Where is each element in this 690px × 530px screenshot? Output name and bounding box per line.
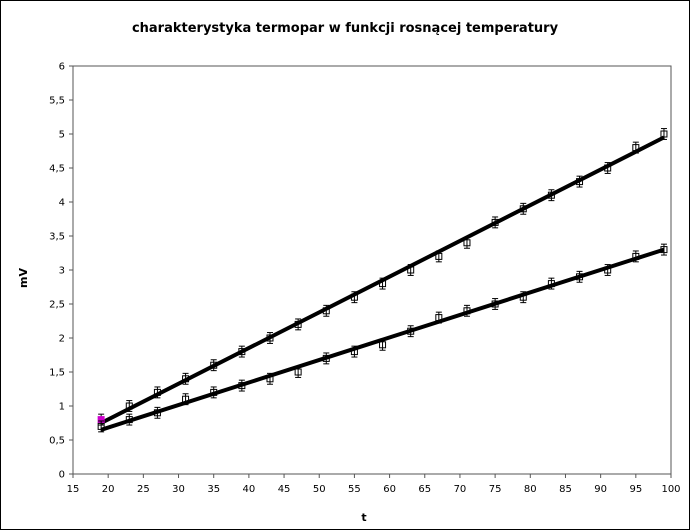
x-tick-label: 75 bbox=[489, 484, 502, 495]
data-point bbox=[463, 236, 471, 249]
data-point bbox=[350, 345, 358, 358]
x-tick-label: 65 bbox=[418, 484, 431, 495]
data-point bbox=[660, 128, 668, 140]
data-points bbox=[97, 128, 668, 433]
data-point bbox=[576, 270, 584, 283]
x-tick-label: 55 bbox=[348, 484, 361, 495]
data-point bbox=[463, 304, 471, 317]
data-point bbox=[266, 332, 274, 344]
data-point bbox=[604, 162, 612, 174]
data-point bbox=[547, 189, 555, 202]
y-axis-label: mV bbox=[17, 268, 30, 288]
data-point bbox=[379, 338, 387, 351]
y-tick-label: 5 bbox=[59, 130, 65, 141]
data-point bbox=[294, 366, 302, 378]
x-tick-label: 100 bbox=[661, 484, 680, 495]
data-point bbox=[238, 345, 246, 358]
x-tick-label: 50 bbox=[313, 484, 326, 495]
y-tick-label: 2 bbox=[59, 334, 65, 345]
data-point bbox=[210, 386, 218, 399]
plot-area bbox=[72, 65, 672, 475]
data-point bbox=[182, 393, 190, 406]
data-point bbox=[407, 325, 415, 338]
x-tick-label: 35 bbox=[207, 484, 220, 495]
data-point bbox=[660, 243, 668, 256]
y-tick-label: 6 bbox=[59, 62, 65, 73]
data-point bbox=[266, 372, 274, 385]
y-tick-label: 2,5 bbox=[49, 300, 65, 311]
data-point bbox=[519, 202, 527, 215]
x-tick-label: 60 bbox=[383, 484, 396, 495]
y-tick-label: 0,5 bbox=[49, 436, 65, 447]
data-point bbox=[97, 420, 105, 433]
x-tick-label: 45 bbox=[278, 484, 291, 495]
y-tick-label: 4 bbox=[59, 198, 65, 209]
data-point bbox=[435, 311, 443, 324]
data-point bbox=[632, 141, 640, 154]
data-point bbox=[604, 264, 612, 276]
data-point bbox=[407, 264, 415, 276]
data-point bbox=[125, 413, 133, 426]
x-axis-label: t bbox=[361, 511, 366, 524]
x-axis: 15 20 25 30 35 40 45 50 55 60 65 70 75 80 85 90 95 100 bbox=[67, 474, 681, 495]
data-point bbox=[322, 352, 330, 365]
y-tick-label: 1 bbox=[59, 402, 65, 413]
data-point bbox=[294, 318, 302, 331]
data-point bbox=[238, 379, 246, 392]
x-tick-label: 15 bbox=[67, 484, 80, 495]
data-point bbox=[491, 216, 499, 229]
x-tick-label: 70 bbox=[454, 484, 467, 495]
y-tick-label: 1,5 bbox=[49, 368, 65, 379]
data-point bbox=[491, 298, 499, 310]
y-tick-label: 5,5 bbox=[49, 96, 65, 107]
x-tick-label: 25 bbox=[137, 484, 150, 495]
data-point bbox=[576, 175, 584, 188]
x-tick-label: 30 bbox=[172, 484, 185, 495]
y-tick-label: 3,5 bbox=[49, 232, 65, 243]
data-point bbox=[182, 372, 190, 385]
data-point bbox=[153, 406, 161, 419]
data-point bbox=[435, 250, 443, 263]
data-point bbox=[153, 386, 161, 399]
x-tick-label: 20 bbox=[102, 484, 115, 495]
data-point bbox=[519, 291, 527, 304]
data-point bbox=[379, 277, 387, 290]
y-tick-label: 4,5 bbox=[49, 164, 65, 175]
y-tick-label: 3 bbox=[59, 266, 65, 277]
x-tick-label: 40 bbox=[243, 484, 256, 495]
data-point bbox=[350, 291, 358, 304]
x-tick-label: 90 bbox=[594, 484, 607, 495]
data-point bbox=[632, 250, 640, 263]
data-point bbox=[547, 277, 555, 290]
data-point bbox=[210, 359, 218, 372]
y-axis: 0 0,5 1 1,5 2 2,5 3 3,5 4 4,5 5 5,5 6 bbox=[49, 62, 73, 481]
x-tick-label: 80 bbox=[524, 484, 537, 495]
x-tick-label: 85 bbox=[559, 484, 572, 495]
data-point bbox=[322, 304, 330, 317]
data-point bbox=[125, 400, 133, 412]
chart-title: charakterystyka termopar w funkcji rosną… bbox=[132, 21, 559, 36]
y-tick-label: 0 bbox=[59, 470, 65, 481]
x-tick-label: 95 bbox=[629, 484, 642, 495]
